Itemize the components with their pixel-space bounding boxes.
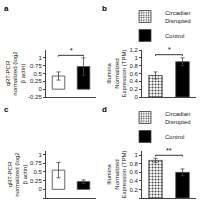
- svg-text:0: 0: [38, 186, 42, 192]
- svg-text:0.75: 0.75: [30, 63, 42, 69]
- svg-text:*: *: [70, 47, 73, 54]
- svg-text:d: d: [102, 105, 107, 114]
- svg-text:0: 0: [38, 86, 42, 92]
- svg-text:0.25: 0.25: [30, 78, 42, 84]
- svg-text:qRT-PCRnormalized (log2β actin: qRT-PCRnormalized (log2β actin): [5, 51, 27, 96]
- svg-text:c: c: [4, 105, 9, 114]
- svg-text:Control: Control: [165, 134, 184, 140]
- svg-text:0.2: 0.2: [129, 187, 138, 193]
- svg-text:1: 1: [134, 55, 138, 61]
- svg-text:1: 1: [38, 55, 42, 61]
- svg-text:Control: Control: [165, 33, 184, 39]
- svg-text:IlluminaNormalizedExpression (: IlluminaNormalizedExpression (TPM): [106, 150, 128, 198]
- svg-text:0.2: 0.2: [129, 86, 138, 92]
- svg-text:0.5: 0.5: [33, 71, 42, 77]
- svg-text:0.6: 0.6: [129, 71, 138, 77]
- svg-text:0.8: 0.8: [129, 63, 138, 69]
- svg-text:*: *: [168, 46, 171, 53]
- svg-text:1.2: 1.2: [129, 47, 138, 53]
- svg-text:0.5: 0.5: [33, 169, 42, 175]
- svg-text:**: **: [166, 147, 172, 154]
- svg-text:1: 1: [38, 152, 42, 158]
- svg-text:0.25: 0.25: [30, 178, 42, 184]
- svg-text:qRT-PCRnormalized (log2β actin: qRT-PCRnormalized (log2β actin): [7, 152, 29, 197]
- svg-text:CircadianDisrupted: CircadianDisrupted: [165, 111, 191, 125]
- svg-text:-0.25: -0.25: [28, 94, 42, 100]
- svg-text:a: a: [4, 4, 9, 13]
- svg-text:0.6: 0.6: [129, 169, 138, 175]
- svg-text:1: 1: [134, 152, 138, 158]
- svg-text:IlluminaNormalizedExpression (: IlluminaNormalizedExpression (TPM): [106, 49, 128, 97]
- svg-text:0.75: 0.75: [30, 160, 42, 166]
- svg-text:0: 0: [134, 94, 138, 100]
- svg-text:0.4: 0.4: [129, 78, 138, 84]
- svg-text:b: b: [102, 4, 107, 13]
- svg-text:0.4: 0.4: [129, 178, 138, 184]
- svg-text:CircadianDisrupted: CircadianDisrupted: [165, 10, 191, 24]
- svg-text:0.8: 0.8: [129, 161, 138, 167]
